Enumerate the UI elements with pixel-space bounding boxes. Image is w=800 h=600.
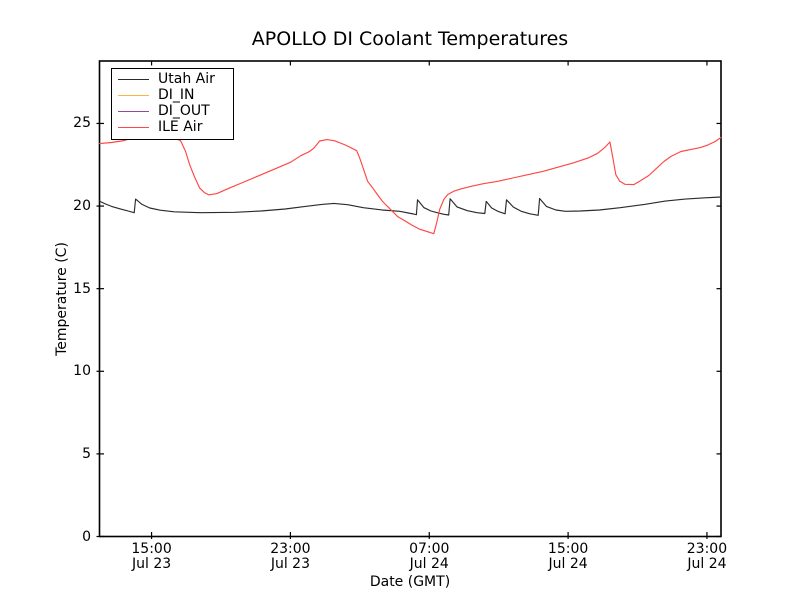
x-tick-time: 07:00 — [409, 541, 450, 557]
legend-row: ILE Air — [118, 119, 227, 135]
axis-ticks — [96, 61, 721, 539]
series-line-utah-air — [98, 196, 722, 216]
legend-row: DI_OUT — [118, 102, 227, 120]
x-tick-label: 15:00 Jul 23 — [117, 542, 187, 572]
x-tick-label: 23:00 Jul 24 — [672, 542, 742, 572]
x-tick-date: Jul 24 — [687, 556, 727, 572]
legend-line-icon — [118, 110, 149, 112]
x-axis-label: Date (GMT) — [369, 574, 451, 590]
legend-label: DI_OUT — [158, 102, 210, 119]
x-tick-date: Jul 23 — [131, 556, 172, 572]
chart-title: APOLLO DI Coolant Temperatures — [251, 28, 569, 50]
x-tick-time: 15:00 — [131, 541, 172, 557]
x-tick-date: Jul 23 — [270, 556, 310, 572]
y-tick-label: 15 — [73, 280, 91, 297]
legend-label: Utah Air — [158, 71, 215, 88]
plot-frame — [98, 60, 722, 538]
y-tick-label: 25 — [73, 115, 91, 132]
legend-line-icon — [118, 79, 149, 81]
series-line-ile-air — [98, 131, 722, 235]
legend-line-icon — [118, 95, 149, 97]
legend-row: Utah Air — [118, 72, 227, 88]
x-tick-time: 23:00 — [686, 541, 728, 557]
legend-label: ILE Air — [158, 118, 203, 135]
y-tick-label: 10 — [73, 363, 91, 380]
x-tick-label: 23:00 Jul 23 — [255, 542, 325, 572]
x-tick-time: 15:00 — [547, 541, 589, 557]
legend-row: DI_IN — [118, 88, 227, 104]
y-tick-label: 0 — [82, 528, 91, 545]
x-tick-date: Jul 24 — [548, 556, 588, 572]
x-tick-date: Jul 24 — [409, 556, 449, 572]
x-tick-label: 07:00 Jul 24 — [394, 542, 464, 572]
y-tick-label: 5 — [82, 445, 91, 462]
x-tick-label: 15:00 Jul 24 — [533, 542, 603, 572]
x-tick-time: 23:00 — [270, 541, 311, 557]
y-tick-label: 20 — [73, 198, 91, 215]
legend: Utah Air DI_IN DI_OUT ILE Air — [111, 68, 234, 141]
legend-label: DI_IN — [158, 87, 195, 104]
legend-line-icon — [118, 126, 149, 128]
